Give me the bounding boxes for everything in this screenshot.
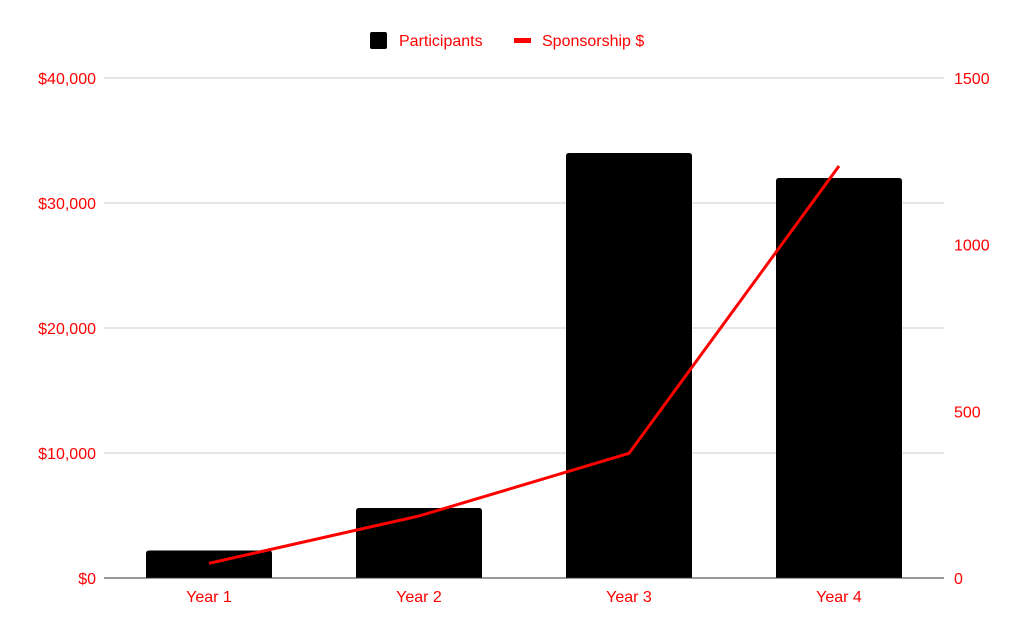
bar-year-3 [566, 153, 692, 578]
legend-swatch-participants [370, 32, 387, 49]
left-tick-label: $10,000 [38, 446, 96, 463]
x-tick-label: Year 3 [606, 589, 652, 606]
right-tick-label: 0 [954, 571, 963, 588]
left-tick-label: $0 [78, 571, 96, 588]
right-tick-label: 1000 [954, 238, 990, 255]
legend-swatch-sponsorship [514, 38, 531, 43]
x-tick-label: Year 4 [816, 589, 862, 606]
left-tick-label: $20,000 [38, 321, 96, 338]
right-tick-label: 1500 [954, 71, 990, 88]
x-tick-label: Year 1 [186, 589, 232, 606]
left-tick-label: $40,000 [38, 71, 96, 88]
legend-label-sponsorship: Sponsorship $ [542, 33, 644, 50]
legend-label-participants: Participants [399, 33, 483, 50]
x-tick-label: Year 2 [396, 589, 442, 606]
bar-year-2 [356, 508, 482, 578]
left-tick-label: $30,000 [38, 196, 96, 213]
bar-year-4 [776, 178, 902, 578]
sponsorship-line [208, 165, 841, 565]
right-tick-label: 500 [954, 404, 981, 421]
